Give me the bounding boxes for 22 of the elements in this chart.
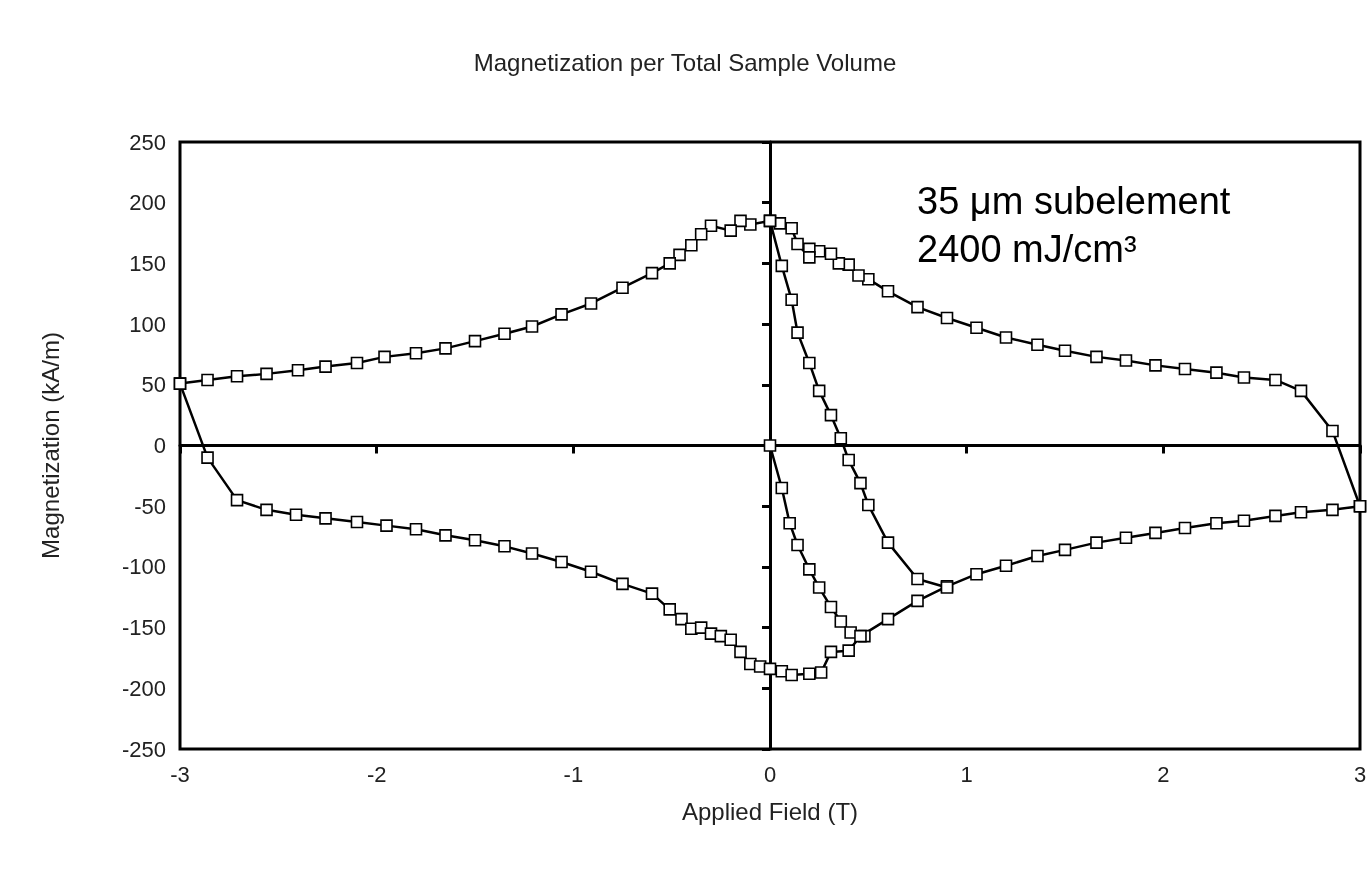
annotation: 35 μm subelement 2400 mJ/cm³ <box>917 180 1231 270</box>
x-tick-label: 1 <box>960 761 973 787</box>
y-tick-label: 100 <box>129 311 166 337</box>
y-tick-label: 250 <box>129 129 166 155</box>
y-tick-label: -50 <box>134 493 166 519</box>
x-tick-label: -3 <box>170 761 190 787</box>
y-tick-label: -200 <box>121 675 166 701</box>
x-tick-label: -1 <box>563 761 584 787</box>
y-tick-label: 50 <box>141 372 166 398</box>
y-tick-label: -100 <box>121 554 166 580</box>
x-tick-label: 0 <box>763 761 777 787</box>
chart-title: Magnetization per Total Sample Volume <box>473 48 897 76</box>
y-tick-label: 150 <box>129 250 166 276</box>
y-axis-title: Magnetization (kA/m) <box>36 332 64 559</box>
x-tick-label: 2 <box>1157 761 1170 787</box>
y-tick-label: 0 <box>153 433 166 458</box>
y-tick-label: -150 <box>121 615 166 641</box>
y-tick-label: 200 <box>129 190 166 216</box>
y-tick-label: -250 <box>121 736 166 762</box>
x-tick-label: -2 <box>366 761 387 787</box>
x-axis-title: Applied Field (T) <box>681 797 859 825</box>
x-tick-label: 3 <box>1353 761 1367 787</box>
